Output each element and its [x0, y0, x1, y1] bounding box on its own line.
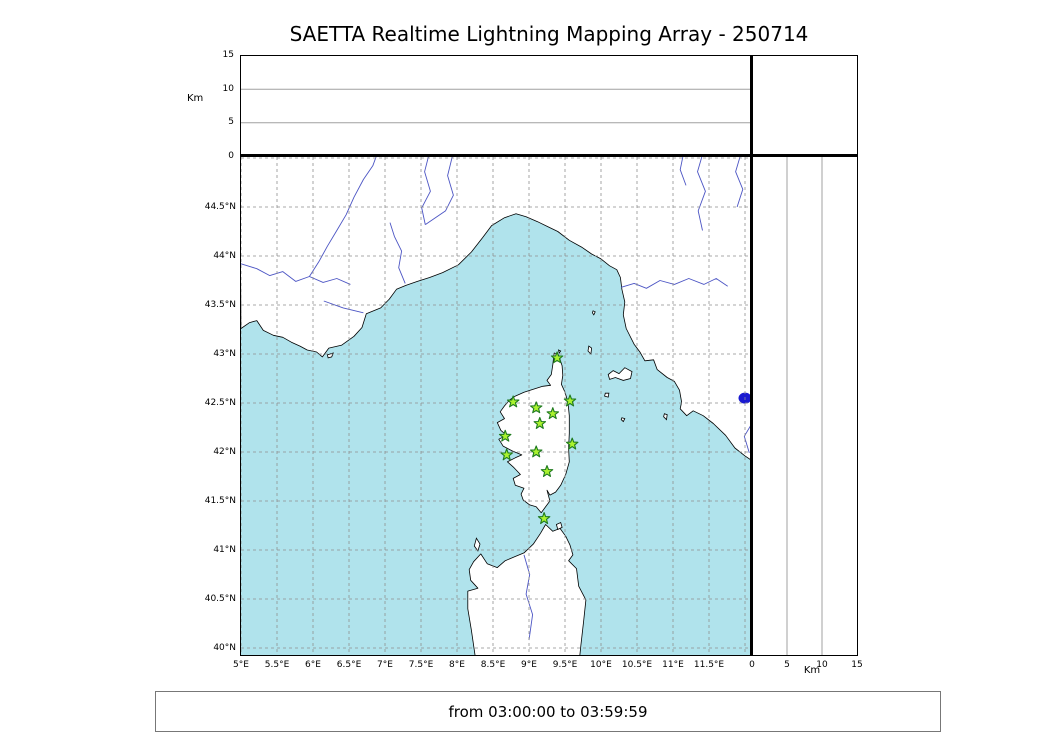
corner-panel: [751, 55, 858, 157]
river-line: [735, 157, 744, 208]
altitude-tick-label-left: 15: [222, 50, 234, 60]
island-coastline: [663, 413, 668, 421]
altitude-tick-label-left: 0: [228, 151, 234, 161]
station-marker: [500, 448, 513, 461]
lon-tick-label: 6°E: [305, 660, 321, 670]
island-coastline: [591, 310, 596, 316]
lon-tick-label: 9°E: [521, 660, 537, 670]
island-coastline: [555, 521, 563, 530]
river-line: [323, 300, 364, 314]
altitude-axis-label-top: Km: [187, 93, 204, 104]
altitude-tick-label-bottom: 0: [749, 660, 755, 670]
altitude-tick-label-bottom: 15: [851, 660, 863, 670]
lat-tick-label: 44.5°N: [204, 202, 236, 212]
geographic-map: [241, 157, 751, 655]
time-range-box: from 03:00:00 to 03:59:59: [155, 691, 941, 732]
station-marker: [550, 351, 564, 364]
lon-tick-label: 9.5°E: [552, 660, 578, 670]
river-line: [421, 157, 431, 225]
island-coastline: [473, 537, 481, 552]
station-marker: [498, 429, 512, 442]
island-coastline: [604, 392, 610, 398]
altitude-longitude-panel: [240, 55, 752, 157]
lat-tick-label: 41°N: [213, 545, 236, 555]
river-line: [309, 157, 377, 277]
station-marker: [537, 512, 551, 525]
river-line: [241, 263, 310, 282]
lat-tick-label: 43°N: [213, 349, 236, 359]
lat-tick-label: 42.5°N: [204, 398, 236, 408]
lon-tick-label: 11°E: [662, 660, 684, 670]
lon-tick-label: 8°E: [449, 660, 465, 670]
lat-tick-label: 40.5°N: [204, 594, 236, 604]
lat-tick-label: 43.5°N: [204, 300, 236, 310]
river-line: [621, 278, 728, 289]
river-line: [697, 157, 706, 231]
mainland-coastline: [241, 157, 751, 461]
lon-tick-label: 6.5°E: [336, 660, 362, 670]
station-marker: [506, 395, 520, 408]
altitude-tick-label-left: 5: [228, 117, 234, 127]
lat-tick-label: 44°N: [213, 251, 236, 261]
river-line: [309, 276, 351, 285]
lon-tick-label: 8.5°E: [480, 660, 506, 670]
lat-tick-label: 42°N: [213, 447, 236, 457]
station-marker: [565, 437, 579, 450]
panel-separator-vertical: [750, 55, 753, 656]
altitude-tick-label-left: 10: [222, 84, 234, 94]
station-marker: [529, 445, 543, 458]
river-line: [523, 554, 534, 641]
lat-tick-label: 40°N: [213, 643, 236, 653]
river-line: [389, 222, 406, 284]
lon-tick-label: 10°E: [590, 660, 612, 670]
station-marker: [563, 394, 577, 407]
river-line: [679, 157, 687, 186]
lon-tick-label: 7°E: [377, 660, 393, 670]
map-panel: [240, 156, 752, 656]
altitude-latitude-panel: [751, 156, 858, 656]
river-line: [425, 157, 454, 225]
lon-tick-label: 11.5°E: [693, 660, 725, 670]
corsica-coastline: [496, 352, 570, 514]
page-title: SAETTA Realtime Lightning Mapping Array …: [289, 22, 809, 46]
lon-tick-label: 5°E: [233, 660, 249, 670]
station-marker: [533, 416, 547, 429]
time-range-text: from 03:00:00 to 03:59:59: [448, 702, 648, 721]
panel-separator-horizontal: [240, 154, 858, 157]
station-marker: [529, 401, 543, 414]
altitude-longitude-plot: [241, 88, 751, 124]
lat-tick-label: 41.5°N: [204, 496, 236, 506]
station-marker: [546, 407, 560, 420]
lon-tick-label: 7.5°E: [408, 660, 434, 670]
island-coastline: [620, 417, 626, 423]
lon-tick-label: 5.5°E: [264, 660, 290, 670]
lon-tick-label: 10.5°E: [621, 660, 653, 670]
station-marker: [540, 465, 554, 477]
island-coastline: [557, 349, 562, 354]
altitude-axis-label-right: Km: [803, 665, 821, 676]
altitude-latitude-plot: [786, 157, 823, 655]
island-coastline: [607, 367, 633, 381]
